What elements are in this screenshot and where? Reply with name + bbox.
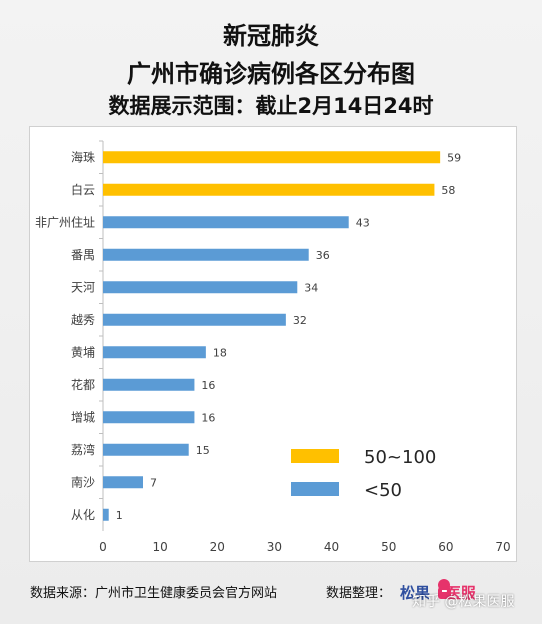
data-label: 15 xyxy=(196,444,210,457)
plot-panel xyxy=(29,126,517,562)
data-label: 58 xyxy=(441,184,455,197)
x-tick-label: 20 xyxy=(210,540,225,554)
x-tick-label: 10 xyxy=(153,540,168,554)
bar xyxy=(103,476,143,489)
category-label: 南沙 xyxy=(71,474,95,489)
data-label: 59 xyxy=(447,151,461,164)
category-label: 从化 xyxy=(71,508,95,522)
legend-swatch xyxy=(291,449,339,463)
data-label: 16 xyxy=(201,411,215,424)
chart-subtitle: 数据展示范围：截止2月14日24时 xyxy=(108,94,434,118)
x-tick-label: 0 xyxy=(99,540,107,554)
category-label: 番禺 xyxy=(71,248,95,262)
x-tick-label: 50 xyxy=(381,540,396,554)
bar xyxy=(103,508,109,521)
x-tick-label: 70 xyxy=(495,540,510,554)
bar xyxy=(103,313,286,326)
data-label: 1 xyxy=(116,509,123,522)
data-label: 7 xyxy=(150,476,157,489)
bar xyxy=(103,378,195,391)
bar xyxy=(103,346,206,359)
logo-icon xyxy=(438,579,451,599)
category-label: 花都 xyxy=(71,377,95,392)
data-source-text: 数据来源：广州市卫生健康委员会官方网站 xyxy=(30,586,278,601)
bar xyxy=(103,443,189,456)
x-tick-label: 60 xyxy=(438,540,453,554)
data-label: 18 xyxy=(213,346,227,359)
legend-label: <50 xyxy=(364,480,402,501)
data-label: 36 xyxy=(316,249,330,262)
bar xyxy=(103,281,298,294)
data-label: 32 xyxy=(293,314,307,327)
category-label: 海珠 xyxy=(71,149,95,164)
category-label: 越秀 xyxy=(71,313,95,327)
songguo-logo: 松果 医服 xyxy=(400,576,512,608)
category-label: 增城 xyxy=(71,410,95,424)
bar xyxy=(103,216,349,229)
category-label: 非广州住址 xyxy=(35,215,95,229)
category-label: 荔湾 xyxy=(71,442,95,457)
bar xyxy=(103,248,309,261)
data-label: 43 xyxy=(356,216,370,229)
x-tick-label: 30 xyxy=(267,540,282,554)
data-label: 34 xyxy=(304,281,318,294)
legend-swatch xyxy=(291,482,339,496)
data-label: 16 xyxy=(201,379,215,392)
bar xyxy=(103,411,195,424)
legend-label: 50~100 xyxy=(364,447,436,468)
watermark-text: 知乎 @松果医服 xyxy=(412,594,515,610)
x-tick-label: 40 xyxy=(324,540,339,554)
bar xyxy=(103,183,435,196)
chart-title-line2: 广州市确诊病例各区分布图 xyxy=(127,60,415,88)
bar xyxy=(103,151,441,164)
data-organizer-label: 数据整理： xyxy=(326,586,392,601)
category-label: 白云 xyxy=(71,182,95,197)
chart-title-line1: 新冠肺炎 xyxy=(223,22,319,50)
category-label: 黄埔 xyxy=(71,345,95,359)
logo-wordmark: 松果 医服 xyxy=(400,582,476,603)
logo-wordmark-part1: 松果 xyxy=(400,584,431,602)
logo-wordmark-part2: 医服 xyxy=(445,584,476,602)
category-label: 天河 xyxy=(71,280,95,294)
